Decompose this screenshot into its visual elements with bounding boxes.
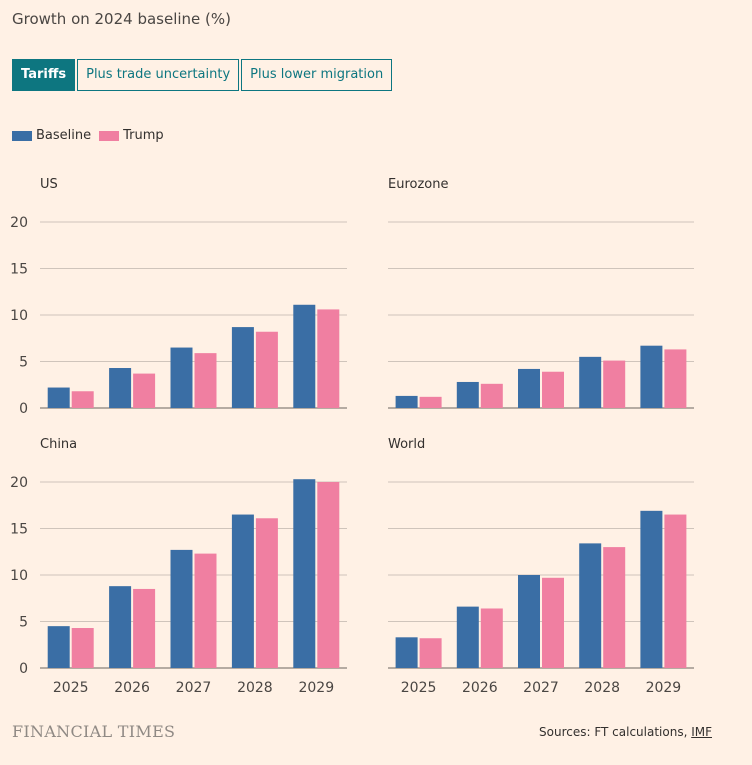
bar-china-trump-2028 <box>255 518 278 668</box>
legend: Baseline Trump <box>12 128 172 143</box>
bar-us-baseline-2028 <box>231 327 254 408</box>
bar-us-baseline-2025 <box>47 387 70 408</box>
x-tick-label-world: 2025 <box>401 680 437 696</box>
bar-eurozone-trump-2025 <box>419 396 442 408</box>
legend-swatch-baseline <box>12 130 32 141</box>
x-tick-label-world: 2028 <box>584 680 620 696</box>
bar-eurozone-trump-2029 <box>664 349 687 408</box>
bar-china-trump-2027 <box>194 553 217 668</box>
bar-eurozone-trump-2026 <box>480 383 503 408</box>
panel-title-eurozone: Eurozone <box>388 177 448 192</box>
bar-china-trump-2029 <box>317 482 340 668</box>
y-tick-label-us: 15 <box>10 262 28 278</box>
bar-world-trump-2028 <box>603 547 626 668</box>
sources-link-imf[interactable]: IMF <box>691 725 712 739</box>
bar-world-trump-2027 <box>542 577 564 668</box>
bar-world-trump-2026 <box>480 608 503 668</box>
bar-china-baseline-2027 <box>170 549 193 668</box>
tab-plus-lower-migration[interactable]: Plus lower migration <box>241 59 393 91</box>
bar-world-baseline-2026 <box>456 606 479 668</box>
y-tick-label-china: 15 <box>10 522 28 538</box>
legend-label-trump: Trump <box>123 128 164 143</box>
bar-world-baseline-2027 <box>518 575 540 668</box>
bar-eurozone-baseline-2028 <box>579 356 602 408</box>
legend-item-baseline: Baseline <box>12 128 91 143</box>
panel-title-world: World <box>388 437 425 452</box>
bar-eurozone-baseline-2029 <box>640 345 663 408</box>
bar-world-baseline-2028 <box>579 543 602 668</box>
tab-tariffs[interactable]: Tariffs <box>12 59 76 91</box>
bar-world-baseline-2029 <box>640 510 663 668</box>
bar-us-baseline-2029 <box>293 304 316 408</box>
sources-text: Sources: FT calculations, <box>539 725 692 739</box>
bar-world-baseline-2025 <box>395 637 418 668</box>
bar-eurozone-baseline-2026 <box>456 381 479 408</box>
x-tick-label-china: 2026 <box>114 680 150 696</box>
panel-title-china: China <box>40 437 77 452</box>
y-tick-label-us: 10 <box>10 308 28 324</box>
bar-china-baseline-2025 <box>47 626 70 668</box>
x-tick-label-world: 2026 <box>462 680 498 696</box>
y-tick-label-china: 0 <box>19 661 28 677</box>
bar-us-trump-2027 <box>194 353 217 408</box>
x-tick-label-world: 2027 <box>523 680 559 696</box>
bar-world-trump-2029 <box>664 514 687 668</box>
bar-china-baseline-2029 <box>293 479 316 668</box>
scenario-tabs: Tariffs Plus trade uncertainty Plus lowe… <box>12 59 393 91</box>
bar-eurozone-trump-2028 <box>603 360 626 408</box>
bar-world-trump-2025 <box>419 638 442 668</box>
bar-china-trump-2025 <box>71 628 94 668</box>
y-tick-label-us: 5 <box>19 355 28 371</box>
bar-china-trump-2026 <box>133 588 156 668</box>
y-tick-label-china: 5 <box>19 615 28 631</box>
bar-us-trump-2025 <box>71 391 94 408</box>
sources: Sources: FT calculations, IMF <box>539 725 712 739</box>
ft-logo: FINANCIAL TIMES <box>12 722 176 741</box>
legend-swatch-trump <box>99 130 120 141</box>
bar-china-baseline-2026 <box>109 586 132 668</box>
bar-china-baseline-2028 <box>231 514 254 668</box>
x-tick-label-china: 2028 <box>237 680 273 696</box>
y-tick-label-us: 0 <box>19 401 28 417</box>
bar-eurozone-baseline-2025 <box>395 395 418 408</box>
legend-item-trump: Trump <box>99 128 164 143</box>
x-tick-label-china: 2027 <box>176 680 212 696</box>
bar-us-trump-2026 <box>133 373 156 408</box>
bar-eurozone-trump-2027 <box>542 371 564 408</box>
x-tick-label-china: 2025 <box>53 680 89 696</box>
bar-eurozone-baseline-2027 <box>518 368 540 408</box>
legend-label-baseline: Baseline <box>36 128 92 143</box>
y-tick-label-china: 20 <box>10 475 28 491</box>
y-tick-label-us: 20 <box>10 215 28 231</box>
panel-title-us: US <box>40 177 58 192</box>
bar-us-baseline-2027 <box>170 347 193 408</box>
chart-title: Growth on 2024 baseline (%) <box>12 10 232 28</box>
x-tick-label-china: 2029 <box>298 680 334 696</box>
x-tick-label-world: 2029 <box>646 680 682 696</box>
y-tick-label-china: 10 <box>10 568 28 584</box>
bar-us-trump-2029 <box>317 309 340 408</box>
bar-us-trump-2028 <box>255 331 278 408</box>
bar-us-baseline-2026 <box>109 368 132 408</box>
tab-plus-trade-uncertainty[interactable]: Plus trade uncertainty <box>77 59 240 91</box>
